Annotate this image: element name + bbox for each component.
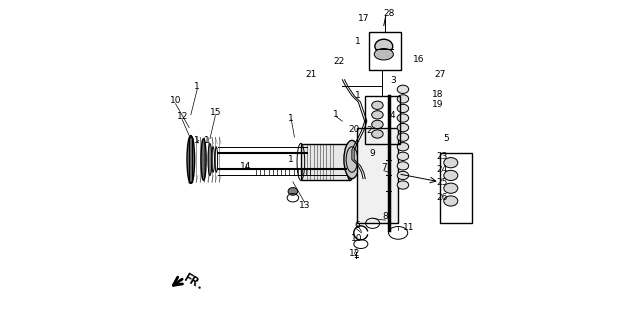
Ellipse shape — [397, 85, 409, 93]
Text: 27: 27 — [435, 70, 446, 79]
Ellipse shape — [372, 130, 383, 138]
Polygon shape — [189, 137, 193, 182]
Text: 17: 17 — [358, 14, 369, 23]
Text: 7: 7 — [381, 163, 387, 172]
Ellipse shape — [346, 144, 354, 181]
Ellipse shape — [375, 39, 393, 53]
Text: 11: 11 — [403, 223, 415, 232]
Text: 1: 1 — [355, 91, 361, 100]
Text: 1: 1 — [289, 114, 294, 122]
Text: 18: 18 — [432, 90, 444, 99]
Text: 9: 9 — [369, 149, 375, 158]
Text: 10: 10 — [351, 234, 362, 243]
Text: 25: 25 — [436, 178, 447, 187]
Text: 13: 13 — [299, 201, 310, 210]
Text: 1: 1 — [195, 136, 200, 145]
Text: 22: 22 — [333, 57, 344, 66]
Bar — [369, 32, 401, 70]
Text: 5: 5 — [443, 134, 449, 143]
Text: 8: 8 — [383, 212, 388, 221]
Text: 10: 10 — [170, 96, 181, 105]
Text: 3: 3 — [390, 76, 396, 85]
Ellipse shape — [397, 133, 409, 141]
Text: 23: 23 — [436, 152, 447, 161]
Text: 26: 26 — [436, 193, 447, 202]
Bar — [301, 144, 350, 180]
Ellipse shape — [444, 196, 458, 206]
Text: 21: 21 — [305, 70, 317, 78]
Text: 28: 28 — [383, 9, 394, 18]
Text: 1: 1 — [289, 155, 294, 164]
Ellipse shape — [208, 144, 212, 175]
Ellipse shape — [397, 152, 409, 160]
Text: 12: 12 — [177, 112, 188, 121]
Ellipse shape — [374, 48, 394, 60]
Text: 6: 6 — [355, 221, 360, 230]
Ellipse shape — [372, 101, 383, 109]
Ellipse shape — [344, 140, 360, 179]
Text: FR.: FR. — [181, 271, 207, 293]
Ellipse shape — [397, 181, 409, 189]
Text: 4: 4 — [390, 111, 396, 120]
Text: 19: 19 — [432, 100, 444, 109]
Text: 20: 20 — [349, 125, 360, 134]
Ellipse shape — [288, 188, 298, 195]
Ellipse shape — [444, 158, 458, 168]
Text: 16: 16 — [413, 55, 424, 63]
Ellipse shape — [397, 114, 409, 122]
Text: 15: 15 — [210, 108, 221, 117]
Ellipse shape — [201, 139, 206, 180]
Ellipse shape — [187, 136, 195, 183]
Text: 1: 1 — [355, 37, 361, 46]
Text: 1: 1 — [333, 110, 339, 119]
Ellipse shape — [397, 171, 409, 180]
Bar — [365, 96, 400, 144]
Ellipse shape — [444, 183, 458, 193]
Ellipse shape — [372, 120, 383, 129]
Text: 1: 1 — [204, 136, 210, 145]
Ellipse shape — [397, 104, 409, 113]
Ellipse shape — [397, 143, 409, 151]
Bar — [356, 128, 398, 223]
Ellipse shape — [397, 95, 409, 103]
Text: 24: 24 — [436, 165, 447, 174]
Text: 1: 1 — [195, 82, 200, 91]
Text: 14: 14 — [240, 162, 252, 171]
Text: 12: 12 — [349, 249, 360, 258]
Bar — [440, 153, 472, 223]
Ellipse shape — [397, 162, 409, 170]
Ellipse shape — [397, 123, 409, 132]
Text: 2: 2 — [366, 126, 372, 135]
Ellipse shape — [444, 170, 458, 181]
Ellipse shape — [372, 111, 383, 119]
